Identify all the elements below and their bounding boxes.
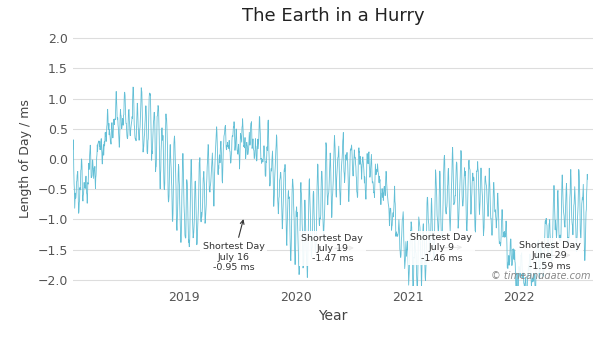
Text: Shortest Day
June 29
-1.59 ms: Shortest Day June 29 -1.59 ms [519,241,581,271]
Y-axis label: Length of Day / ms: Length of Day / ms [19,99,32,218]
Text: Shortest Day
July 19
-1.47 ms: Shortest Day July 19 -1.47 ms [301,234,363,263]
Text: © timeanddate.com: © timeanddate.com [491,271,590,281]
Title: The Earth in a Hurry: The Earth in a Hurry [242,7,424,25]
Text: Shortest Day
July 9
-1.46 ms: Shortest Day July 9 -1.46 ms [410,233,472,263]
X-axis label: Year: Year [318,309,347,323]
Text: Shortest Day
July 16
-0.95 ms: Shortest Day July 16 -0.95 ms [203,220,265,272]
